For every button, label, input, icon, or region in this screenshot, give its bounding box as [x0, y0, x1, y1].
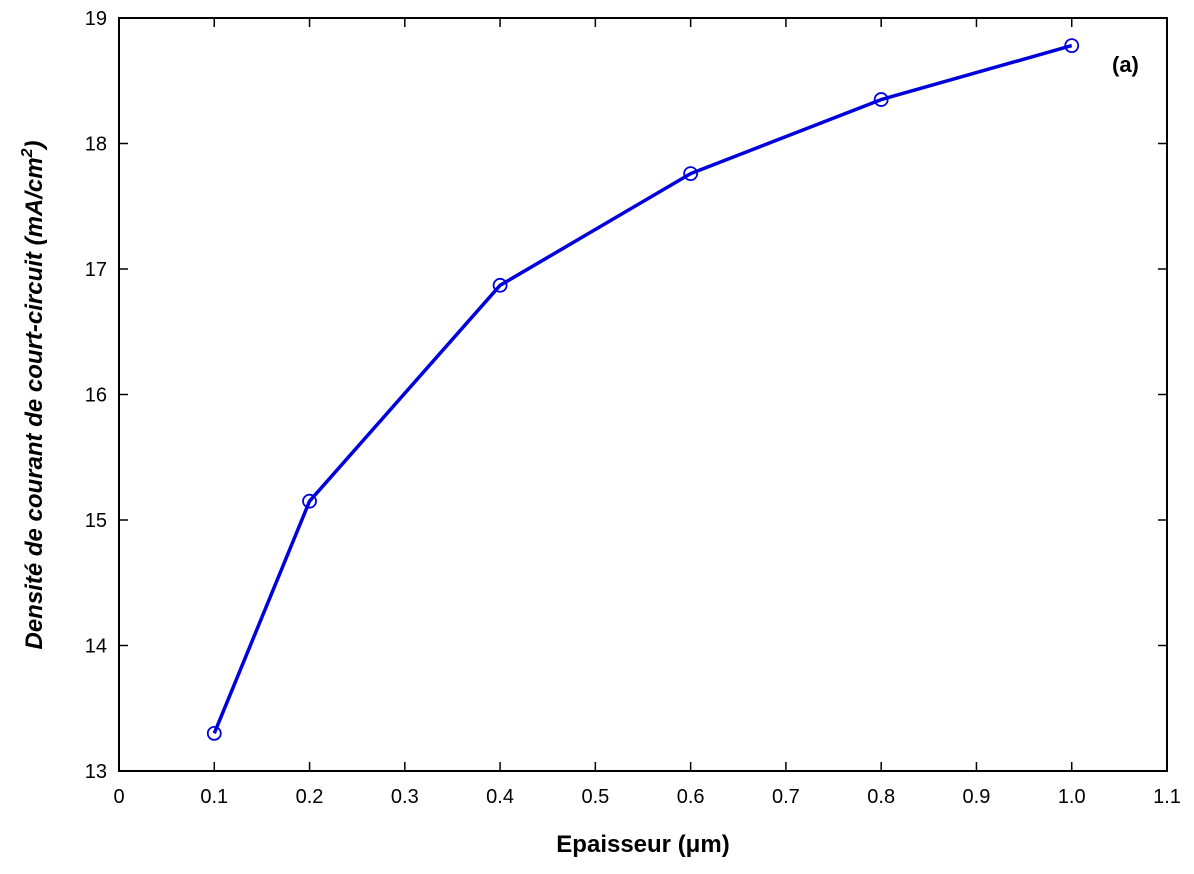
data-point — [492, 277, 508, 293]
x-tick-label: 0.4 — [486, 786, 514, 808]
x-tick-label: 0.8 — [867, 786, 895, 808]
data-point — [206, 725, 222, 741]
series-line — [212, 43, 1073, 735]
y-axis-title-main: Densité de courant de court-circuit (mA/… — [21, 157, 48, 649]
x-tick-label: 0 — [113, 786, 124, 808]
x-axis-title: Epaisseur (μm) — [556, 831, 729, 858]
x-ticks: 0 0.1 0.2 0.3 0.4 0.5 0.6 0.7 0.8 0.9 1.0 1.1 — [113, 18, 1181, 808]
x-tick-label: 1.1 — [1153, 786, 1181, 808]
y-tick-label: 15 — [85, 510, 107, 532]
y-tick-label: 17 — [85, 259, 107, 281]
plot-frame — [118, 17, 1168, 772]
y-axis-title-end: ) — [21, 141, 48, 152]
data-point — [873, 92, 889, 107]
y-tick-label: 18 — [85, 134, 107, 156]
x-tick-label: 0.6 — [677, 786, 705, 808]
y-tick-label: 19 — [85, 8, 107, 30]
x-tick-label: 1.0 — [1058, 786, 1086, 808]
y-tick-label: 16 — [85, 385, 107, 407]
data-point — [302, 493, 317, 509]
data-point — [683, 166, 699, 182]
series-layer — [206, 38, 1080, 741]
y-tick-label: 13 — [85, 761, 107, 783]
x-tick-label: 0.9 — [963, 786, 991, 808]
y-ticks: 13 14 15 16 17 18 19 — [85, 8, 1167, 783]
annotation-label: (a) — [1112, 52, 1139, 77]
y-axis-title-superscript: 2 — [19, 148, 36, 158]
x-tick-label: 0.7 — [772, 786, 800, 808]
x-tick-label: 0.5 — [581, 786, 609, 808]
x-tick-label: 0.3 — [391, 786, 419, 808]
y-tick-label: 14 — [85, 636, 107, 658]
y-axis-title: Densité de courant de court-circuit (mA/… — [19, 141, 48, 650]
data-point — [1064, 38, 1080, 54]
x-tick-label: 0.1 — [200, 786, 228, 808]
x-tick-label: 0.2 — [296, 786, 324, 808]
